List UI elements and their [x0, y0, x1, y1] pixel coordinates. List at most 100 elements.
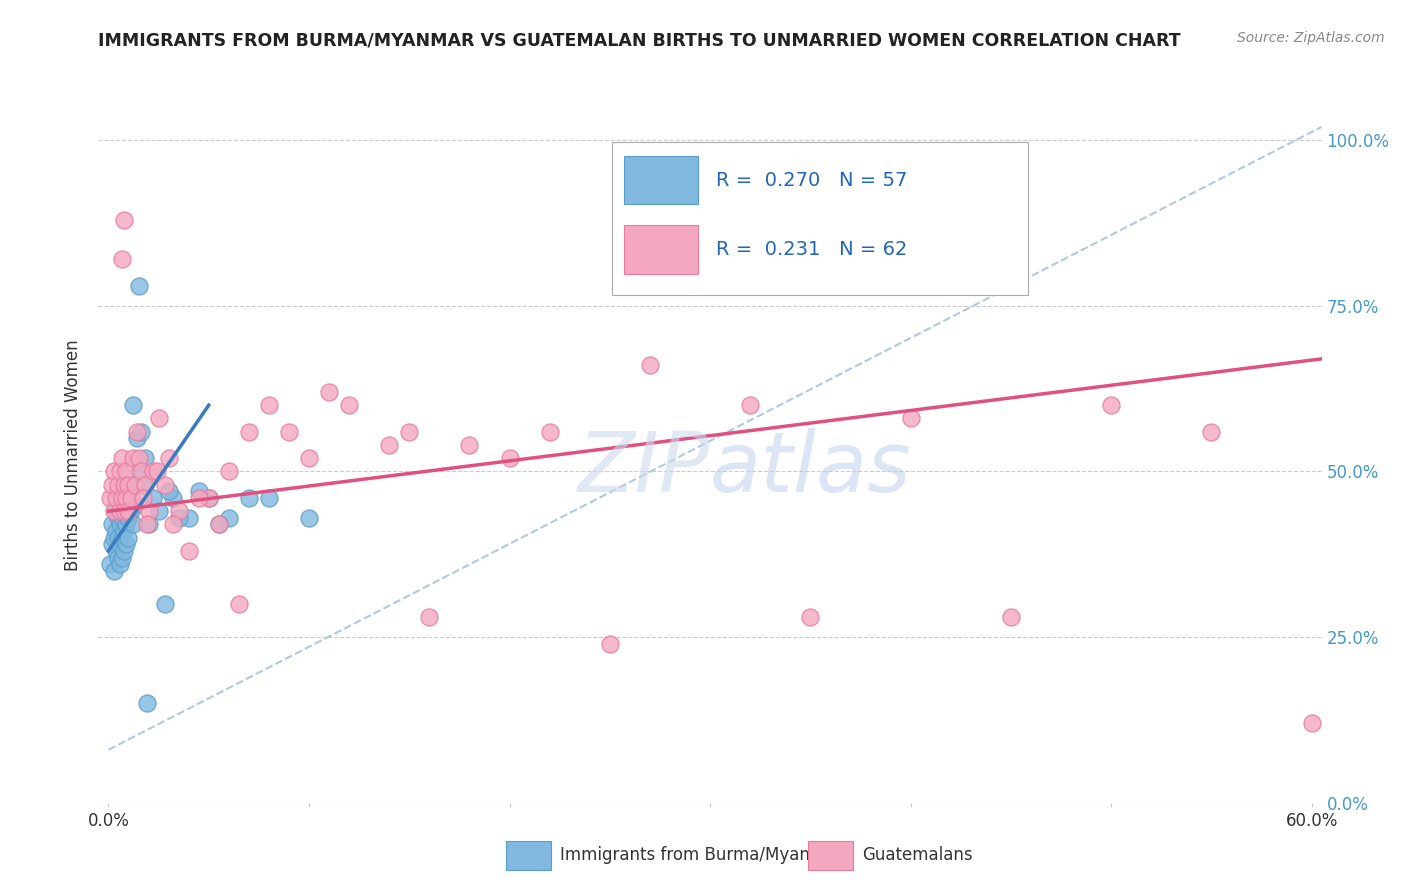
Point — [111, 550, 134, 565]
Point — [277, 425, 299, 439]
Point — [142, 465, 165, 479]
Point — [114, 544, 136, 558]
Point — [157, 484, 180, 499]
Point — [107, 491, 129, 505]
Point — [128, 465, 150, 479]
Point — [124, 498, 146, 512]
Text: ZIP: ZIP — [578, 428, 710, 509]
Point — [398, 425, 420, 439]
Point — [134, 477, 156, 491]
Point — [148, 411, 170, 425]
Point — [135, 517, 157, 532]
Point — [177, 544, 200, 558]
Point — [105, 544, 128, 558]
Point — [238, 425, 260, 439]
Point — [111, 252, 134, 267]
Point — [111, 491, 134, 505]
Point — [114, 477, 136, 491]
Point — [125, 431, 148, 445]
Point — [298, 451, 321, 466]
Point — [117, 491, 139, 505]
Point — [111, 511, 134, 525]
Point — [115, 498, 138, 512]
Point — [162, 491, 184, 505]
Text: Immigrants from Burma/Myanmar: Immigrants from Burma/Myanmar — [560, 847, 842, 864]
Point — [107, 477, 129, 491]
Point — [110, 537, 132, 551]
Point — [107, 550, 129, 565]
Point — [100, 491, 122, 505]
Text: R =  0.270   N = 57: R = 0.270 N = 57 — [716, 170, 907, 190]
Point — [157, 451, 180, 466]
Point — [111, 491, 134, 505]
Point — [117, 511, 139, 525]
Point — [138, 504, 160, 518]
Point — [218, 465, 240, 479]
Point — [1201, 425, 1223, 439]
Point — [103, 504, 125, 518]
Point — [638, 359, 661, 373]
Point — [103, 465, 125, 479]
Point — [538, 425, 561, 439]
Point — [111, 531, 134, 545]
Y-axis label: Births to Unmarried Women: Births to Unmarried Women — [65, 339, 83, 571]
Point — [115, 517, 138, 532]
Point — [162, 517, 184, 532]
Point — [337, 398, 360, 412]
Text: Source: ZipAtlas.com: Source: ZipAtlas.com — [1237, 31, 1385, 45]
Text: IMMIGRANTS FROM BURMA/MYANMAR VS GUATEMALAN BIRTHS TO UNMARRIED WOMEN CORRELATIO: IMMIGRANTS FROM BURMA/MYANMAR VS GUATEMA… — [98, 31, 1181, 49]
Point — [129, 465, 152, 479]
Point — [125, 425, 148, 439]
Point — [120, 484, 142, 499]
Point — [121, 517, 143, 532]
Point — [799, 610, 821, 624]
Point — [128, 451, 150, 466]
Point — [114, 477, 136, 491]
Point — [103, 531, 125, 545]
FancyBboxPatch shape — [624, 226, 697, 274]
Point — [121, 451, 143, 466]
Point — [740, 398, 762, 412]
Point — [110, 517, 132, 532]
Point — [114, 524, 136, 538]
Point — [115, 537, 138, 551]
Point — [115, 491, 138, 505]
FancyBboxPatch shape — [612, 142, 1028, 295]
FancyBboxPatch shape — [624, 156, 697, 204]
Point — [120, 491, 142, 505]
Point — [167, 511, 190, 525]
Point — [187, 491, 209, 505]
Point — [120, 504, 142, 518]
Point — [318, 384, 340, 399]
Point — [142, 491, 165, 505]
Point — [599, 637, 621, 651]
Point — [114, 504, 136, 518]
Point — [117, 504, 139, 518]
Point — [228, 597, 250, 611]
Point — [117, 477, 139, 491]
Point — [114, 504, 136, 518]
Point — [105, 524, 128, 538]
Point — [257, 491, 280, 505]
Text: Guatemalans: Guatemalans — [862, 847, 973, 864]
Point — [110, 558, 132, 572]
Point — [103, 564, 125, 578]
Point — [418, 610, 440, 624]
Point — [129, 425, 152, 439]
Point — [101, 517, 124, 532]
Point — [238, 491, 260, 505]
Point — [100, 558, 122, 572]
Point — [131, 491, 153, 505]
Point — [167, 504, 190, 518]
Point — [177, 511, 200, 525]
Text: atlas: atlas — [710, 428, 911, 509]
Point — [208, 517, 231, 532]
Point — [107, 531, 129, 545]
Point — [110, 498, 132, 512]
Point — [124, 477, 146, 491]
Point — [197, 491, 219, 505]
Point — [135, 697, 157, 711]
Point — [138, 517, 160, 532]
Point — [197, 491, 219, 505]
Point — [298, 511, 321, 525]
